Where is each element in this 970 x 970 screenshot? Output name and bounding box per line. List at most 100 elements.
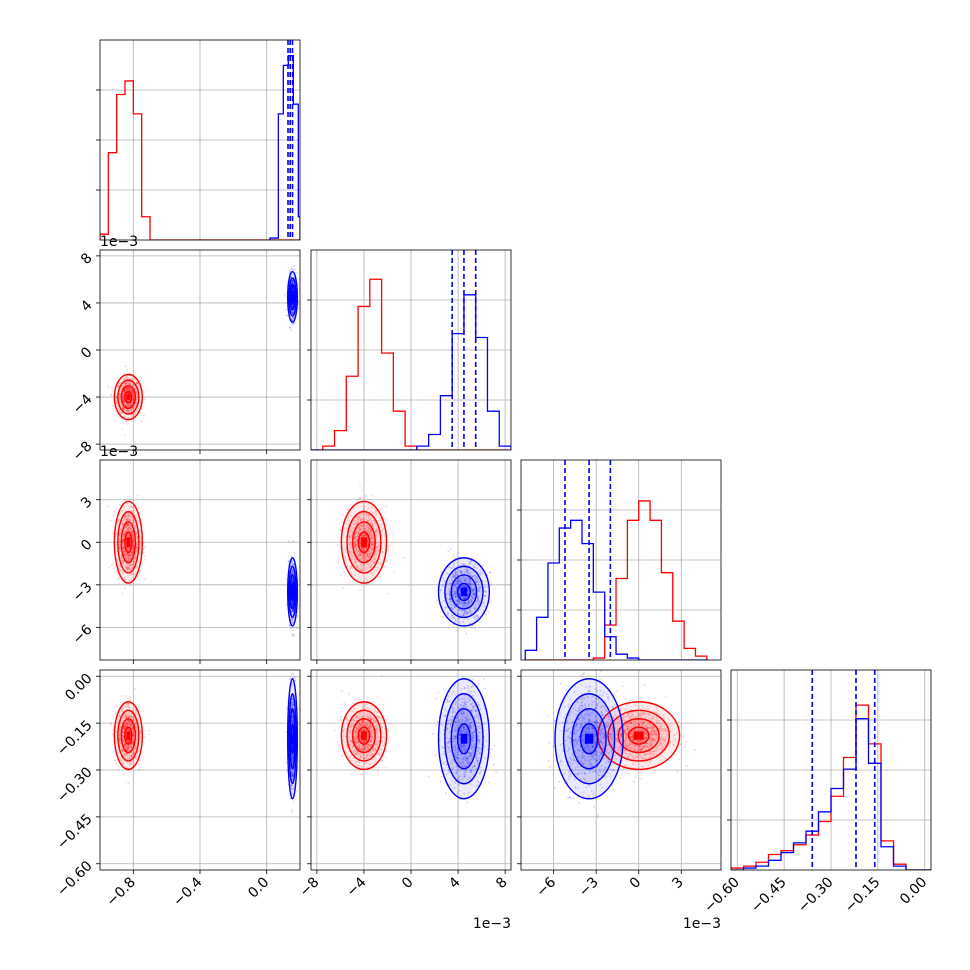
scatter-point-red: [364, 527, 366, 530]
scatter-point-red: [369, 552, 371, 554]
scatter-point-red: [112, 404, 114, 407]
scatter-point-red: [123, 527, 126, 530]
scatter-point-red: [127, 712, 130, 715]
scatter-point-red: [128, 387, 131, 390]
scatter-point-blue: [457, 578, 460, 581]
scatter-point-red: [125, 563, 128, 565]
scatter-point-red: [132, 563, 135, 566]
scatter-point-red: [353, 506, 355, 509]
scatter-point-red: [375, 569, 378, 572]
scatter-point-blue: [480, 605, 483, 608]
scatter-point-red: [364, 556, 366, 559]
scatter-point-red: [134, 556, 137, 559]
scatter-point-blue: [460, 581, 463, 583]
scatter-point-blue: [292, 304, 294, 307]
scatter-point-red: [370, 537, 372, 539]
scatter-point-red: [121, 734, 124, 736]
scatter-point-red: [123, 587, 126, 590]
scatter-point-blue: [449, 603, 452, 606]
scatter-point-blue: [462, 586, 465, 589]
scatter-point-blue: [291, 602, 294, 604]
scatter-point-red: [347, 535, 350, 538]
scatter-point-blue: [291, 620, 293, 622]
scatter-point-blue: [488, 572, 491, 574]
scatter-point-blue: [478, 586, 480, 589]
scatter-point-red: [353, 524, 356, 526]
scatter-point-red: [126, 404, 128, 407]
scatter-point-red: [122, 394, 124, 397]
scatter-point-red: [345, 551, 347, 553]
scatter-point-red: [135, 547, 138, 549]
scatter-point-blue: [443, 580, 446, 583]
scatter-point-blue: [472, 570, 474, 573]
scatter-point-red: [363, 505, 365, 508]
scatter-point-blue: [460, 570, 463, 573]
scatter-point-red: [354, 574, 356, 577]
scatter-point-red: [126, 528, 129, 531]
scatter-point-blue: [462, 602, 465, 605]
scatter-point-red: [135, 710, 138, 713]
scatter-point-red: [366, 538, 369, 541]
scatter-point-blue: [479, 621, 482, 624]
scatter-point-blue: [291, 580, 294, 583]
scatter-point-red: [131, 728, 134, 730]
scatter-point-red: [364, 534, 367, 537]
diag-content-2: [524, 460, 708, 660]
scatter-point-red: [373, 558, 375, 561]
scatter-point-blue: [476, 597, 479, 599]
scatter-point-red: [358, 554, 361, 557]
scatter-point-red: [135, 570, 138, 573]
scatter-point-red: [127, 526, 130, 528]
scatter-point-red: [132, 398, 135, 401]
scatter-point-blue: [291, 280, 294, 282]
scatter-point-blue: [451, 575, 454, 577]
scatter-point-red: [369, 530, 371, 532]
scatter-point-red: [121, 749, 124, 752]
scatter-point-red: [131, 530, 134, 532]
scatter-point-blue: [478, 587, 481, 590]
scatter-point-blue: [291, 601, 294, 604]
scatter-point-blue: [285, 603, 288, 606]
scatter-point-red: [115, 532, 118, 535]
scatter-point-blue: [290, 329, 293, 332]
scatter-point-red: [366, 538, 369, 541]
scatter-point-red: [126, 524, 129, 526]
scatter-point-blue: [455, 571, 457, 574]
scatter-point-red: [126, 386, 128, 389]
scatter-point-red: [379, 519, 381, 522]
scatter-point-blue: [287, 540, 290, 543]
scatter-point-blue: [290, 267, 293, 270]
scatter-point-blue: [292, 317, 295, 320]
scatter-point-red: [112, 725, 115, 728]
scatter-point-blue: [472, 587, 475, 590]
scatter-point-blue: [461, 609, 464, 612]
scatter-point-red: [127, 555, 130, 558]
scatter-point-red: [393, 570, 395, 573]
scatter-point-blue: [293, 268, 296, 271]
contour-red-3: [124, 390, 133, 404]
scatter-point-red: [357, 532, 360, 534]
scatter-point-red: [125, 721, 128, 724]
scatter-point-red: [353, 542, 356, 544]
scatter-point-red: [132, 391, 135, 394]
scatter-point-red: [128, 519, 131, 522]
scatter-point-red: [363, 534, 366, 537]
scatter-point-red: [130, 724, 133, 726]
scatter-point-blue: [453, 592, 455, 595]
scatter-point-red: [361, 556, 364, 558]
scatter-point-blue: [284, 294, 286, 297]
scatter-point-blue: [473, 596, 476, 599]
contour-blue-0: [437, 557, 491, 627]
scatter-point-red: [132, 398, 135, 401]
scatter-point-blue: [463, 603, 465, 606]
scatter-point-blue: [290, 318, 293, 321]
scatter-point-blue: [463, 605, 465, 607]
scatter-point-red: [121, 748, 123, 751]
scatter-point-red: [369, 530, 372, 533]
scatter-point-red: [132, 518, 135, 521]
scatter-point-red: [362, 524, 365, 527]
scatter-point-red: [122, 732, 124, 734]
scatter-point-red: [365, 583, 368, 585]
scatter-point-blue: [291, 319, 294, 322]
scatter-point-red: [129, 404, 132, 407]
